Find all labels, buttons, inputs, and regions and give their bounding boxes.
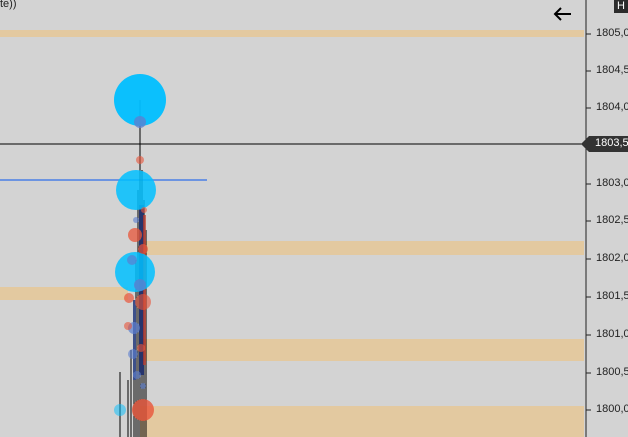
- price-label: 1804,0: [596, 101, 628, 113]
- price-label: 1803,0: [596, 177, 628, 189]
- current-price-label: 1803,5: [581, 136, 628, 151]
- price-label: 1801,5: [596, 290, 628, 302]
- price-zone: [0, 287, 128, 300]
- price-zone: [0, 30, 584, 37]
- volume-bubbles: [114, 74, 166, 421]
- price-label: 1804,5: [596, 64, 628, 76]
- price-label: 1800,0: [596, 403, 628, 415]
- back-button[interactable]: [550, 2, 576, 26]
- price-label: 1800,5: [596, 366, 628, 378]
- current-price-tag: [581, 136, 628, 152]
- indicator-title: te)): [0, 0, 17, 10]
- price-axis-ticks: [586, 33, 591, 411]
- price-label: 1805,0: [596, 27, 628, 39]
- corner-menu-button[interactable]: H: [614, 0, 628, 13]
- price-label: 1802,0: [596, 252, 628, 264]
- price-zone: [140, 406, 584, 437]
- price-zone: [140, 241, 584, 255]
- arrow-left-icon: [553, 7, 571, 21]
- price-label: 1802,5: [596, 214, 628, 226]
- current-price-value: 1803,5: [595, 137, 628, 149]
- price-label: 1801,0: [596, 328, 628, 340]
- price-zone: [140, 339, 584, 361]
